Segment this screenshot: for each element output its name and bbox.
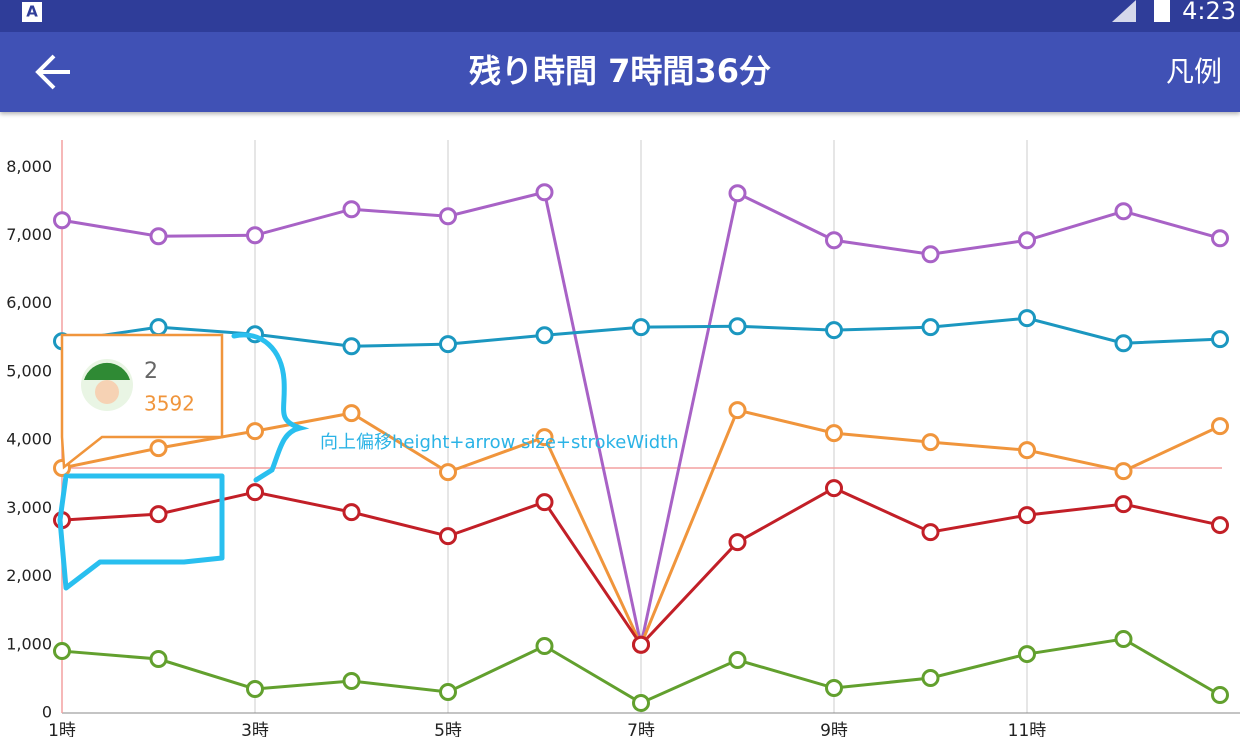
app-title: 残り時間 7時間36分: [469, 52, 771, 90]
data-point: [149, 650, 168, 669]
data-point: [1018, 441, 1036, 460]
data-point: [342, 503, 361, 522]
data-point: [728, 533, 747, 552]
signal-icon: [1112, 0, 1136, 22]
data-point: [825, 321, 843, 340]
data-point: [632, 635, 650, 654]
data-point: [246, 483, 264, 502]
data-point: [439, 463, 457, 482]
x-tick-label: 3時: [241, 721, 269, 737]
x-tick-label: 11時: [1008, 721, 1047, 737]
y-tick-label: 1,000: [6, 634, 52, 653]
data-point: [1114, 495, 1133, 514]
data-point: [825, 231, 843, 250]
marker-view: 2 3592 向上偏移height+arrow size+strokeWidth: [57, 332, 679, 591]
y-tick-label: 0: [42, 703, 52, 722]
clock: 4:23: [1182, 0, 1236, 25]
data-point: [149, 227, 168, 246]
y-tick-label: 5,000: [6, 361, 52, 380]
app-bar: [0, 32, 1240, 112]
y-tick-label: 6,000: [6, 293, 52, 312]
chart: 1時 3時 5時 7時 9時 11時 0 1,000 2,000 3,000 4,000 5,000 6…: [6, 140, 1240, 741]
data-point: [1018, 645, 1036, 664]
avatar-hat: [84, 362, 130, 380]
data-point: [825, 479, 843, 498]
battery-icon: [1154, 0, 1170, 22]
data-point: [1018, 231, 1036, 250]
data-point: [439, 335, 457, 354]
data-point: [728, 317, 747, 336]
data-point: [728, 184, 747, 203]
data-point: [921, 523, 940, 542]
data-point: [825, 679, 843, 698]
marker-box: [60, 333, 224, 470]
status-bar: [0, 0, 1240, 32]
data-point: [728, 650, 747, 669]
data-point: [1211, 417, 1229, 436]
marker-value: 3592: [144, 392, 195, 416]
data-point: [1211, 516, 1229, 535]
data-point: [439, 682, 457, 701]
x-tick-label: 7時: [627, 721, 655, 737]
data-point: [1018, 506, 1036, 525]
data-point: [246, 422, 264, 441]
data-point: [535, 493, 554, 512]
data-point: [728, 401, 747, 420]
data-point: [921, 318, 940, 337]
data-point: [535, 428, 554, 447]
avatar-face: [95, 380, 119, 404]
notification-icon: [22, 2, 42, 22]
data-point: [921, 433, 940, 452]
data-point: [535, 326, 554, 345]
data-point: [439, 207, 457, 226]
data-point: [149, 318, 168, 337]
data-point: [246, 226, 264, 245]
data-point: [1211, 229, 1229, 248]
legend-button[interactable]: 凡例: [1166, 55, 1222, 88]
data-point: [921, 245, 940, 264]
x-tick-label: 1時: [48, 721, 76, 737]
data-point: [342, 200, 361, 219]
x-tick-label: 9時: [820, 721, 848, 737]
data-point: [535, 183, 554, 202]
data-point: [246, 679, 264, 698]
annotation: 向上偏移height+arrow size+strokeWidth: [320, 432, 679, 453]
scribble-box: [57, 473, 225, 591]
data-point: [149, 439, 168, 458]
data-point: [53, 642, 71, 661]
data-point: [825, 424, 843, 443]
scribble-brace: [231, 332, 310, 483]
data-point: [535, 637, 554, 656]
data-point: [1211, 330, 1229, 349]
data-point: [632, 693, 650, 712]
x-tick-label: 5時: [434, 721, 462, 737]
data-point: [342, 672, 361, 691]
data-point: [1018, 309, 1036, 328]
notification-glyph: A: [26, 3, 38, 21]
y-tick-label: 4,000: [6, 430, 52, 449]
y-tick-label: 8,000: [6, 157, 52, 176]
data-point: [1114, 334, 1133, 353]
data-point: [632, 318, 650, 337]
y-tick-label: 3,000: [6, 498, 52, 517]
y-tick-label: 2,000: [6, 566, 52, 585]
data-point: [1211, 685, 1229, 704]
data-point: [149, 505, 168, 524]
marker-label: 2: [144, 359, 158, 384]
data-point: [342, 337, 361, 356]
back-button[interactable]: [35, 54, 70, 90]
data-point: [342, 404, 361, 423]
y-tick-label: 7,000: [6, 225, 52, 244]
data-point: [439, 527, 457, 546]
data-point: [921, 669, 940, 688]
data-point: [1114, 202, 1133, 221]
data-point: [53, 211, 71, 230]
data-point: [1114, 630, 1133, 649]
data-point: [1114, 462, 1133, 481]
